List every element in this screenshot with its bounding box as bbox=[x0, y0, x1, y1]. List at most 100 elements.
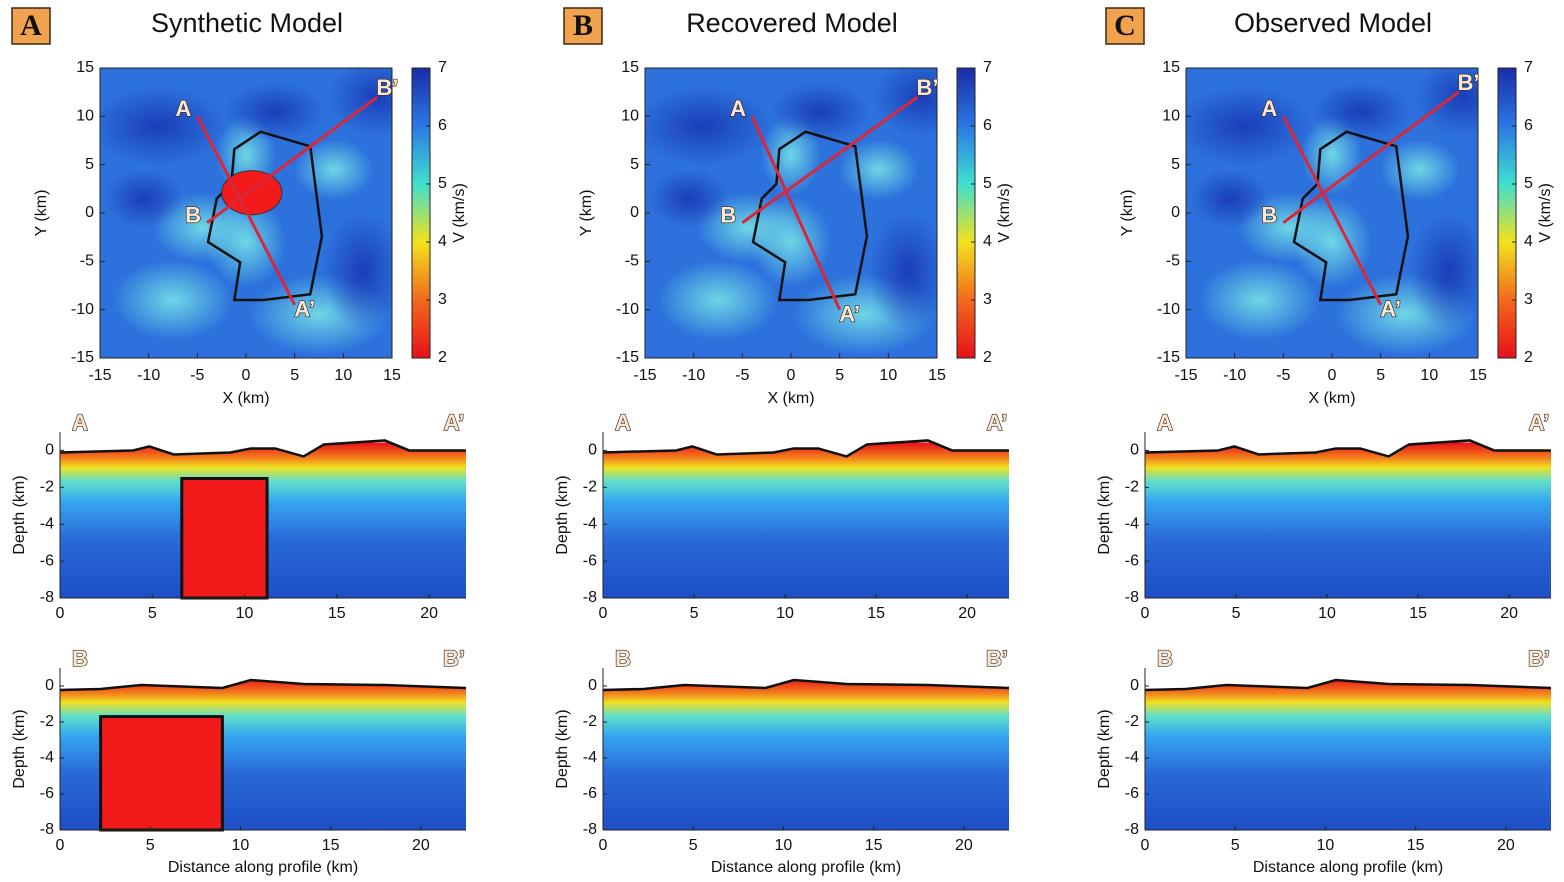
profile-line bbox=[741, 95, 919, 224]
y-tick-label: -6 bbox=[40, 552, 54, 569]
x-tick-label: -5 bbox=[735, 367, 749, 384]
y-tick-label: -10 bbox=[71, 301, 94, 318]
panel-letter-box bbox=[563, 7, 603, 45]
colorbar-tick-label: 4 bbox=[438, 233, 447, 250]
section-field bbox=[603, 678, 1009, 830]
y-tick-label: -2 bbox=[40, 713, 54, 730]
map-blob bbox=[751, 197, 831, 287]
map-field bbox=[645, 68, 937, 358]
x-tick-label: 15 bbox=[328, 605, 346, 622]
x-tick-label: 0 bbox=[56, 837, 65, 854]
profile-line bbox=[750, 115, 842, 311]
map-blob bbox=[293, 139, 374, 200]
x-tick-label: 0 bbox=[1141, 605, 1150, 622]
surface-line bbox=[602, 678, 1010, 692]
map-blob bbox=[645, 86, 774, 166]
y-tick-label: 0 bbox=[1171, 204, 1180, 221]
section-end-label: B’ bbox=[1528, 646, 1550, 671]
colorbar-tick-label: 3 bbox=[1524, 291, 1533, 308]
y-tick-label: 15 bbox=[1162, 59, 1180, 76]
x-tick-label: 0 bbox=[1328, 367, 1337, 384]
section-start-label: B bbox=[1157, 646, 1173, 671]
y-axis-label: Depth (km) bbox=[1096, 475, 1113, 554]
section-start-label: A bbox=[72, 410, 88, 435]
map-blob bbox=[867, 211, 937, 331]
x-axis-label: Distance along profile (km) bbox=[168, 859, 358, 876]
colorbar-tick-label: 7 bbox=[438, 59, 447, 76]
colorbar-tick-label: 6 bbox=[438, 117, 447, 134]
x-tick-label: 5 bbox=[290, 367, 299, 384]
y-tick-label: -4 bbox=[1125, 515, 1139, 532]
profile-line bbox=[1282, 115, 1382, 306]
y-tick-label: 5 bbox=[85, 156, 94, 173]
profile-line bbox=[1282, 90, 1460, 224]
map-blob bbox=[1408, 211, 1478, 331]
map-blob bbox=[322, 211, 392, 331]
x-tick-label: -5 bbox=[190, 367, 204, 384]
x-axis-label: X (km) bbox=[1308, 390, 1355, 407]
panel-letter-box bbox=[1105, 7, 1145, 45]
colorbar-tick-label: 5 bbox=[983, 175, 992, 192]
section-start-label: B bbox=[615, 646, 631, 671]
x-tick-label: -10 bbox=[137, 367, 160, 384]
y-tick-label: 5 bbox=[1171, 156, 1180, 173]
x-tick-label: 10 bbox=[334, 367, 352, 384]
synthetic-anomaly bbox=[221, 170, 283, 216]
colorbar-tick-label: 6 bbox=[1524, 117, 1533, 134]
y-tick-label: -8 bbox=[1125, 589, 1139, 606]
x-tick-label: 5 bbox=[689, 837, 698, 854]
colorbar-tick-label: 3 bbox=[983, 291, 992, 308]
x-tick-label: 5 bbox=[148, 605, 157, 622]
x-axis-label: Distance along profile (km) bbox=[1253, 859, 1443, 876]
y-tick-label: -15 bbox=[1157, 349, 1180, 366]
y-tick-label: -4 bbox=[583, 749, 597, 766]
map-blob bbox=[648, 168, 729, 229]
map-field bbox=[100, 68, 392, 358]
x-tick-label: 5 bbox=[1232, 605, 1241, 622]
surface-line bbox=[1144, 678, 1552, 692]
y-axis-label: Y (km) bbox=[33, 190, 50, 237]
y-tick-label: -6 bbox=[40, 785, 54, 802]
y-tick-label: -15 bbox=[616, 349, 639, 366]
y-tick-label: -8 bbox=[40, 821, 54, 838]
colorbar-tick-label: 6 bbox=[983, 117, 992, 134]
y-tick-label: -4 bbox=[1125, 749, 1139, 766]
panel-title: Observed Model bbox=[1234, 8, 1432, 38]
x-tick-label: 10 bbox=[1420, 367, 1438, 384]
colorbar-tick-label: 7 bbox=[1524, 59, 1533, 76]
colorbar bbox=[956, 67, 976, 359]
x-tick-label: 15 bbox=[928, 367, 946, 384]
surface-line bbox=[59, 439, 466, 458]
y-tick-label: -6 bbox=[583, 552, 597, 569]
y-tick-label: -10 bbox=[1157, 301, 1180, 318]
x-tick-label: 20 bbox=[420, 605, 438, 622]
x-tick-label: 20 bbox=[958, 605, 976, 622]
x-tick-label: 15 bbox=[867, 605, 885, 622]
colorbar-tick-label: 4 bbox=[1524, 233, 1533, 250]
y-tick-label: -8 bbox=[1125, 821, 1139, 838]
y-tick-label: -5 bbox=[80, 253, 94, 270]
y-tick-label: 10 bbox=[76, 108, 94, 125]
x-tick-label: 0 bbox=[56, 605, 65, 622]
y-axis-label: Depth (km) bbox=[11, 709, 28, 788]
map-blob bbox=[770, 81, 871, 142]
x-tick-label: -10 bbox=[682, 367, 705, 384]
caldera-outline bbox=[751, 130, 869, 302]
x-tick-label: 5 bbox=[690, 605, 699, 622]
surface-line bbox=[602, 439, 1009, 458]
profile-end-label: B’ bbox=[1458, 70, 1480, 95]
profile-end-label: B’ bbox=[917, 75, 939, 100]
x-tick-label: 10 bbox=[775, 837, 793, 854]
map-blob bbox=[872, 68, 937, 137]
colorbar-tick-label: 5 bbox=[438, 175, 447, 192]
y-tick-label: -15 bbox=[71, 349, 94, 366]
x-tick-label: 0 bbox=[1141, 837, 1150, 854]
map-field bbox=[1186, 68, 1478, 358]
profile-start-label: A bbox=[1261, 96, 1277, 121]
y-axis-label: Depth (km) bbox=[554, 475, 571, 554]
colorbar-tick-label: 3 bbox=[438, 291, 447, 308]
x-tick-label: 10 bbox=[1317, 837, 1335, 854]
x-tick-label: 5 bbox=[1376, 367, 1385, 384]
x-axis-label: X (km) bbox=[222, 390, 269, 407]
y-axis-label: Y (km) bbox=[578, 190, 595, 237]
